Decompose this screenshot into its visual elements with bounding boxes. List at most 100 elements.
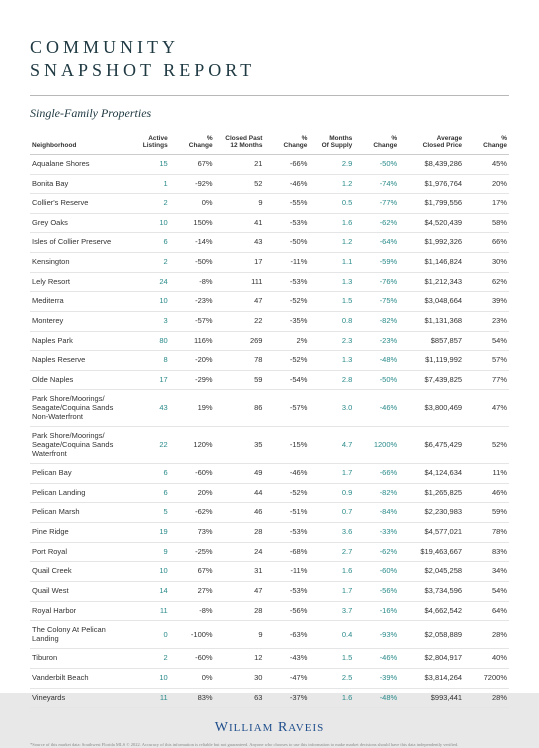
cell: 150% [170,213,215,233]
cell: -60% [170,649,215,669]
cell: 57% [464,351,509,371]
cell: -68% [264,542,309,562]
cell: 3.7 [309,601,354,621]
footnote: *Source of this market data: Southwest F… [30,742,509,747]
table-row: Quail Creek1067%31-11%1.6-60%$2,045,2583… [30,562,509,582]
cell: 1.5 [309,649,354,669]
cell: 269 [215,331,265,351]
table-row: Aqualane Shores1567%21-66%2.9-50%$8,439,… [30,154,509,174]
cell: 1.5 [309,292,354,312]
cell: 67% [170,154,215,174]
cell: 59% [464,503,509,523]
cell: 17% [464,194,509,214]
title-line-2: SNAPSHOT REPORT [30,59,509,82]
cell: -50% [354,370,399,390]
cell: Kensington [30,253,125,273]
table-row: Isles of Collier Preserve6-14%43-50%1.2-… [30,233,509,253]
col-header: %Change [354,131,399,154]
cell: $2,230,983 [399,503,464,523]
col-header: MonthsOf Supply [309,131,354,154]
cell: -25% [170,542,215,562]
brand-block: WILLIAM RAVEIS [30,718,509,736]
title-line-1: COMMUNITY [30,36,509,59]
cell: 0.8 [309,311,354,331]
cell: Tiburon [30,649,125,669]
cell: 0.5 [309,194,354,214]
cell: -50% [170,253,215,273]
cell: $3,814,264 [399,669,464,689]
cell: 59 [215,370,265,390]
cell: -82% [354,483,399,503]
cell: 2.5 [309,669,354,689]
cell: 43 [125,390,170,427]
cell: $1,992,326 [399,233,464,253]
cell: 8 [125,351,170,371]
col-header: %Change [464,131,509,154]
table-row: Kensington2-50%17-11%1.1-59%$1,146,82430… [30,253,509,273]
cell: 1.7 [309,464,354,484]
cell: 30% [464,253,509,273]
subtitle: Single-Family Properties [30,106,509,121]
cell: 83% [464,542,509,562]
cell: $1,119,992 [399,351,464,371]
cell: $4,577,021 [399,523,464,543]
cell: -53% [264,272,309,292]
cell: 2 [125,649,170,669]
cell: -62% [354,542,399,562]
cell: Monterey [30,311,125,331]
cell: 44 [215,483,265,503]
cell: $4,124,634 [399,464,464,484]
cell: 1.7 [309,581,354,601]
cell: Lely Resort [30,272,125,292]
cell: -53% [264,581,309,601]
cell: $7,439,825 [399,370,464,390]
cell: 116% [170,331,215,351]
divider [30,95,509,96]
cell: -59% [354,253,399,273]
cell: 52 [215,174,265,194]
cell: $19,463,667 [399,542,464,562]
cell: 28 [215,601,265,621]
cell: 0.7 [309,503,354,523]
cell: -53% [264,213,309,233]
cell: -15% [264,427,309,464]
cell: -52% [264,483,309,503]
cell: 1.1 [309,253,354,273]
cell: 9 [215,194,265,214]
table-head: NeighborhoodActiveListings%ChangeClosed … [30,131,509,154]
cell: -60% [354,562,399,582]
cell: -29% [170,370,215,390]
cell: $4,520,439 [399,213,464,233]
cell: 10 [125,669,170,689]
cell: 7200% [464,669,509,689]
title-block: COMMUNITY SNAPSHOT REPORT [30,36,509,81]
col-header: Closed Past12 Months [215,131,265,154]
cell: 11% [464,464,509,484]
cell: 19% [170,390,215,427]
cell: -82% [354,311,399,331]
cell: Bonita Bay [30,174,125,194]
table-row: Tiburon2-60%12-43%1.5-46%$2,804,91740% [30,649,509,669]
cell: 46% [464,483,509,503]
cell: 1.6 [309,688,354,708]
cell: -66% [354,464,399,484]
cell: Port Royal [30,542,125,562]
cell: -46% [354,649,399,669]
cell: 1.6 [309,562,354,582]
cell: $8,439,286 [399,154,464,174]
cell: 28 [215,523,265,543]
cell: 27% [170,581,215,601]
table-body: Aqualane Shores1567%21-66%2.9-50%$8,439,… [30,154,509,707]
table-row: Vanderbilt Beach100%30-47%2.5-39%$3,814,… [30,669,509,689]
cell: 0.9 [309,483,354,503]
cell: -92% [170,174,215,194]
cell: Naples Park [30,331,125,351]
cell: 2% [264,331,309,351]
cell: -23% [170,292,215,312]
cell: 2.3 [309,331,354,351]
cell: -48% [354,688,399,708]
table-row: Park Shore/Moorings/ Seagate/Coquina San… [30,427,509,464]
cell: Olde Naples [30,370,125,390]
cell: 9 [125,542,170,562]
cell: 4.7 [309,427,354,464]
